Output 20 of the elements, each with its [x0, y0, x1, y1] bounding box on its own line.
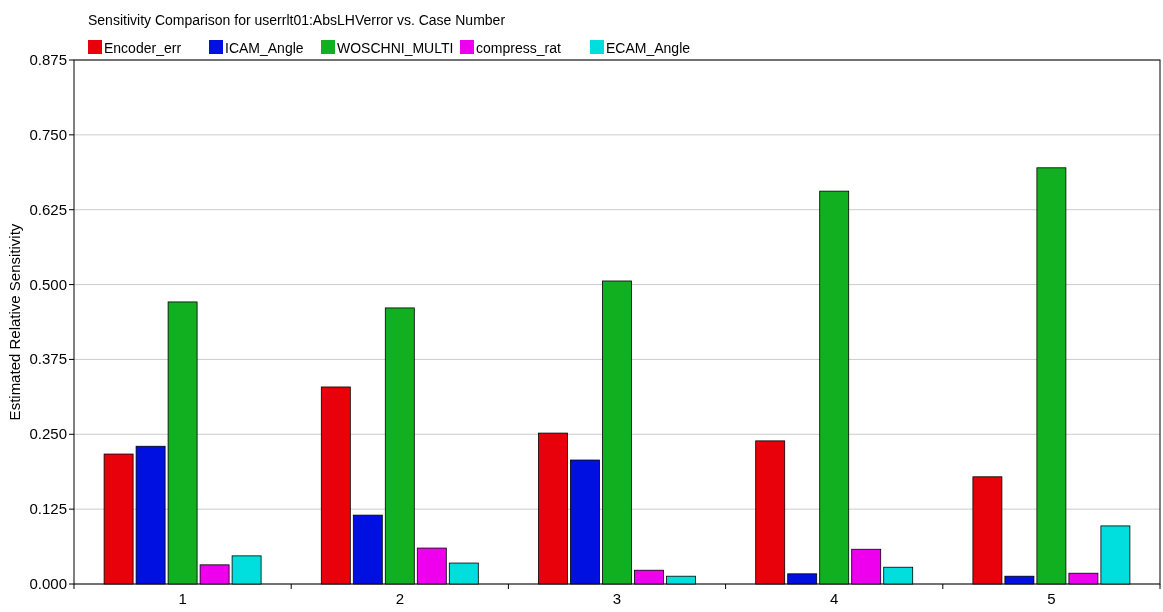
y-tick-label: 0.125 — [29, 500, 67, 518]
y-tick-label: 0.000 — [29, 575, 67, 592]
x-tick-label: 2 — [395, 590, 404, 607]
legend-label: ECAM_Angle — [606, 40, 691, 56]
x-tick-label: 1 — [178, 590, 187, 607]
legend-label: ICAM_Angle — [225, 40, 304, 56]
chart-title: Sensitivity Comparison for userrlt01:AbsLHVerror vs. Case Number — [88, 12, 506, 28]
y-axis-title: Estimated Relative Sensitivity — [6, 223, 23, 421]
legend-label: compress_rat — [476, 40, 561, 56]
y-tick-label: 0.625 — [29, 200, 67, 218]
legend-label: WOSCHNI_MULTI — [337, 40, 454, 56]
y-tick-label: 0.875 — [29, 51, 67, 68]
y-tick-label: 0.500 — [29, 275, 67, 293]
x-tick-label: 3 — [612, 590, 622, 607]
x-tick-label: 4 — [830, 590, 839, 607]
y-tick-label: 0.750 — [29, 125, 67, 143]
legend-label: Encoder_err — [104, 40, 182, 56]
y-tick-label: 0.375 — [29, 350, 67, 368]
y-tick-label: 0.250 — [29, 425, 67, 443]
x-tick-label: 5 — [1047, 590, 1056, 607]
